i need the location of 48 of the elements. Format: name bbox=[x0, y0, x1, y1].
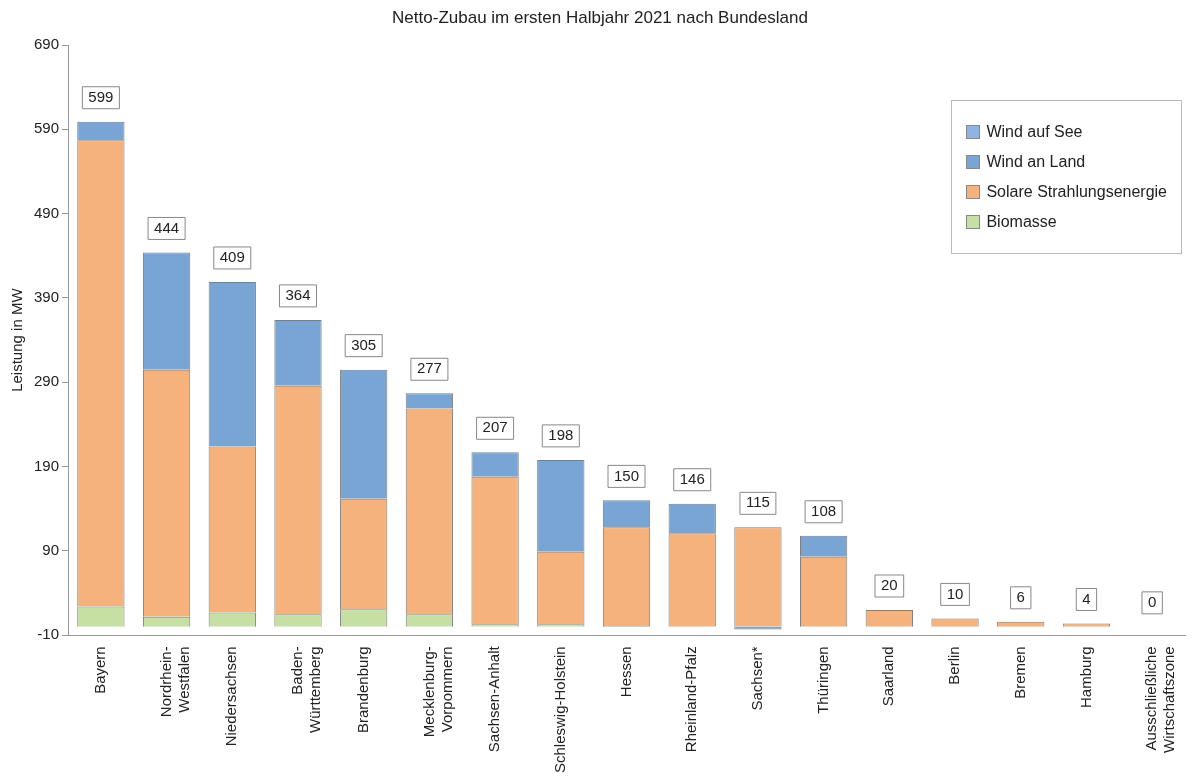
y-tick-label: 690 bbox=[34, 35, 60, 53]
total-label: 364 bbox=[285, 286, 311, 304]
x-tick-label: Thüringen bbox=[813, 646, 831, 714]
total-label: 198 bbox=[548, 426, 574, 444]
x-tick-label: Ausschließliche Wirtschaftszone bbox=[1142, 646, 1178, 753]
legend-label: Wind auf See bbox=[986, 123, 1083, 141]
x-tick-label: Sachsen* bbox=[748, 646, 766, 711]
legend-label: Solare Strahlungsenergie bbox=[986, 183, 1167, 201]
total-label: 444 bbox=[154, 218, 180, 236]
total-label: 146 bbox=[679, 469, 705, 487]
x-tick-label: Berlin bbox=[945, 646, 963, 685]
total-label: 108 bbox=[811, 501, 837, 519]
total-label: 20 bbox=[880, 576, 898, 594]
y-tick-label: 190 bbox=[34, 456, 60, 474]
total-label: 4 bbox=[1082, 589, 1091, 607]
total-label: 150 bbox=[614, 466, 640, 484]
total-label: 115 bbox=[745, 493, 770, 511]
y-tick-label: 290 bbox=[34, 372, 60, 390]
x-tick-label: Bremen bbox=[1010, 646, 1028, 699]
x-tick-label: Hessen bbox=[616, 646, 634, 698]
x-tick-label: Baden- Württemberg bbox=[288, 646, 324, 733]
x-tick-label: Hamburg bbox=[1076, 646, 1094, 708]
x-tick-label: Saarland bbox=[879, 646, 897, 707]
legend-label: Biomasse bbox=[986, 213, 1057, 231]
x-tick-label: Bayern bbox=[91, 646, 109, 694]
legend-label: Wind an Land bbox=[986, 153, 1086, 171]
total-label: 10 bbox=[946, 584, 964, 602]
chart-title: Netto-Zubau im ersten Halbjahr 2021 nach Bundesland bbox=[391, 8, 809, 28]
y-axis-title: Leistung in MW bbox=[8, 287, 26, 392]
x-tick-label: Brandenburg bbox=[353, 646, 371, 734]
total-label: 207 bbox=[482, 418, 508, 436]
y-tick-label: 490 bbox=[34, 203, 60, 221]
y-tick-label: 390 bbox=[34, 288, 60, 306]
y-tick-label: 90 bbox=[42, 541, 60, 559]
x-tick-label: Niedersachsen bbox=[222, 646, 240, 747]
total-label: 599 bbox=[88, 87, 114, 105]
x-tick-label: Rheinland-Pfalz bbox=[682, 646, 700, 753]
x-tick-label: Schleswig-Holstein bbox=[550, 646, 568, 773]
x-tick-label: Nordrhein- Westfalen bbox=[156, 646, 192, 718]
total-label: 409 bbox=[219, 248, 245, 266]
total-label: 277 bbox=[416, 359, 442, 377]
x-tick-label: Sachsen-Anhalt bbox=[485, 645, 503, 753]
total-label: 6 bbox=[1016, 587, 1025, 605]
x-tick-label: Mecklenburg- Vorpommern bbox=[419, 646, 455, 738]
y-tick-label: -10 bbox=[37, 625, 60, 643]
y-tick-label: 590 bbox=[34, 119, 60, 137]
total-label: 305 bbox=[351, 335, 377, 353]
total-label: 0 bbox=[1147, 592, 1157, 610]
